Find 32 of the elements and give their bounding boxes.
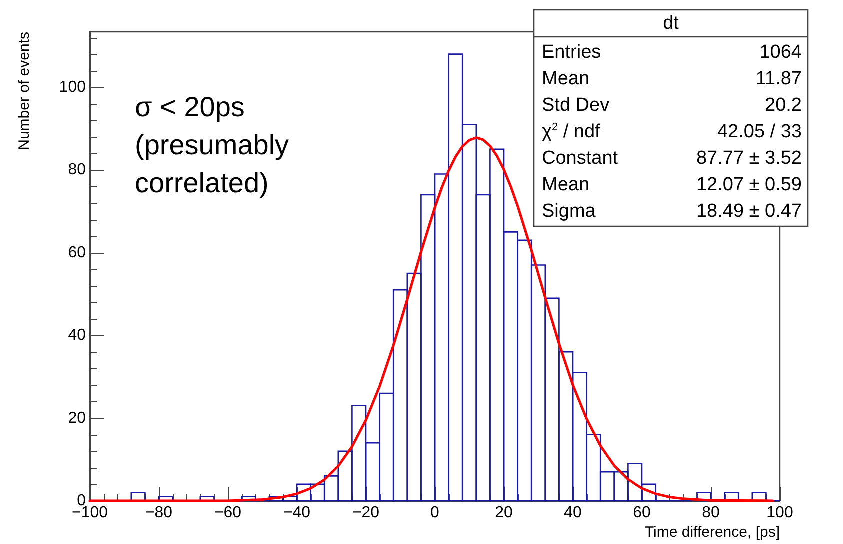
annotation: Mean — [542, 68, 590, 90]
annotation: 87.77 ± 3.52 — [696, 148, 802, 169]
annotation: Sigma — [542, 200, 596, 222]
x-tick-label: −40 — [283, 504, 311, 522]
y-tick-label: 20 — [68, 410, 86, 427]
annotation: σ < 20ps (presumably correlated) — [135, 92, 290, 198]
x-tick-label: −20 — [352, 504, 380, 522]
annotation: 11.87 — [756, 68, 802, 90]
y-tick-label: 40 — [68, 327, 86, 344]
annotation: dt — [663, 13, 680, 34]
x-tick-label: 80 — [702, 504, 720, 522]
x-tick-label: 60 — [633, 504, 651, 522]
x-tick-label: 100 — [766, 504, 794, 522]
annotation: 1064 — [760, 42, 802, 63]
x-tick-label: −60 — [214, 504, 242, 522]
annotation: Mean — [542, 174, 590, 196]
y-axis-title: Number of events — [16, 32, 33, 150]
x-tick-label: 40 — [564, 504, 582, 522]
x-tick-label: 0 — [430, 504, 440, 522]
annotation: Entries — [542, 42, 602, 63]
y-tick-label: 60 — [68, 244, 86, 262]
x-tick-label: 20 — [495, 504, 513, 522]
x-axis-title: Time difference, [ps] — [644, 524, 780, 541]
annotation: 42.05 / 33 — [717, 121, 802, 142]
y-tick-label: 100 — [59, 78, 86, 96]
annotation: 12.07 ± 0.59 — [696, 174, 802, 196]
y-tick-label: 80 — [68, 162, 86, 179]
x-tick-label: −80 — [145, 504, 173, 522]
annotation: 20.2 — [765, 94, 802, 116]
annotation: Std Dev — [542, 94, 610, 116]
annotation: Constant — [542, 148, 619, 169]
annotation: 18.49 ± 0.47 — [696, 200, 802, 222]
